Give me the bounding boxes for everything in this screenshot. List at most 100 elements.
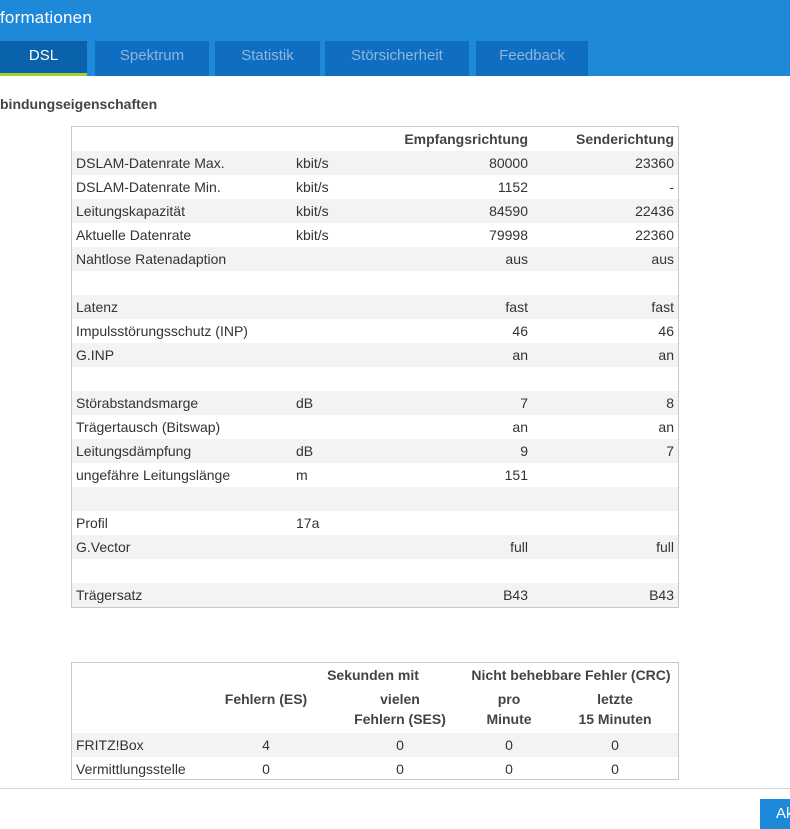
table-row: G.Vector full full xyxy=(72,535,678,559)
section-title: bindungseigenschaften xyxy=(0,96,158,112)
tab-feedback[interactable]: Feedback xyxy=(476,41,588,76)
value-downstream: fast xyxy=(505,299,528,315)
table-row: Trägertausch (Bitswap) an an xyxy=(72,415,678,439)
table-row: Profil 17a xyxy=(72,511,678,535)
header-downstream: Empfangsrichtung xyxy=(404,131,528,147)
line-properties-table: Empfangsrichtung Senderichtung DSLAM-Dat… xyxy=(71,126,679,608)
row-label: ungefähre Leitungslänge xyxy=(76,467,231,483)
table-row xyxy=(72,487,678,511)
row-unit: kbit/s xyxy=(296,179,329,195)
footer-divider xyxy=(0,788,790,789)
header-upstream: Senderichtung xyxy=(575,131,674,147)
row-label: Trägersatz xyxy=(76,587,143,603)
value-upstream: an xyxy=(658,347,674,363)
table-row: Störabstandsmarge dB 7 8 xyxy=(72,391,678,415)
value-upstream: 23360 xyxy=(635,155,674,171)
table-row: Trägersatz B43 B43 xyxy=(72,583,678,607)
header-ses-line2: Fehlern (SES) xyxy=(354,711,446,727)
row-unit: 17a xyxy=(296,515,320,531)
table-row: Latenz fast fast xyxy=(72,295,678,319)
table-row: Vermittlungsstelle 0 0 0 0 xyxy=(72,757,678,781)
value-upstream: full xyxy=(656,539,674,555)
value-upstream: 22360 xyxy=(635,227,674,243)
value-upstream: 22436 xyxy=(635,203,674,219)
value-downstream: an xyxy=(512,419,528,435)
row-label: Nahtlose Ratenadaption xyxy=(76,251,227,267)
row-label: Störabstandsmarge xyxy=(76,395,199,411)
tab-spektrum[interactable]: Spektrum xyxy=(95,41,209,76)
value-upstream: aus xyxy=(651,251,674,267)
value-downstream: 80000 xyxy=(489,155,528,171)
table-row: Aktuelle Datenrate kbit/s 79998 22360 xyxy=(72,223,678,247)
table-row xyxy=(72,271,678,295)
table-row xyxy=(72,367,678,391)
row-unit: dB xyxy=(296,443,314,459)
row-label: G.INP xyxy=(76,347,115,363)
table-header-row-2: Fehlern (SES) Minute 15 Minuten xyxy=(72,707,678,731)
table-header-row: Empfangsrichtung Senderichtung xyxy=(72,127,678,151)
header-per-minute-line2: Minute xyxy=(486,711,532,727)
value-es: 4 xyxy=(262,737,270,753)
row-unit: m xyxy=(296,467,308,483)
tab-dsl[interactable]: DSL xyxy=(0,41,87,76)
header-per-minute-line1: pro xyxy=(497,691,521,707)
tab-statistik[interactable]: Statistik xyxy=(215,41,320,76)
row-label: Trägertausch (Bitswap) xyxy=(76,419,221,435)
value-downstream: B43 xyxy=(503,587,528,603)
table-header-row-1: Fehlern (ES) vielen pro letzte xyxy=(72,687,678,711)
value-upstream: 7 xyxy=(666,443,674,459)
row-label: Latenz xyxy=(76,299,119,315)
header-15min-line2: 15 Minuten xyxy=(578,711,652,727)
table-row: ungefähre Leitungslänge m 151 xyxy=(72,463,678,487)
header-15min-line1: letzte xyxy=(597,691,633,707)
row-label: G.Vector xyxy=(76,539,131,555)
row-label: Aktuelle Datenrate xyxy=(76,227,192,243)
table-row: DSLAM-Datenrate Min. kbit/s 1152 - xyxy=(72,175,678,199)
table-row xyxy=(72,559,678,583)
table-row: Leitungsdämpfung dB 9 7 xyxy=(72,439,678,463)
page-title: formationen xyxy=(0,8,92,27)
value-downstream: 1152 xyxy=(497,179,528,195)
error-counters-table: Sekunden mit Nicht behebbare Fehler (CRC… xyxy=(71,662,679,780)
value-downstream: aus xyxy=(505,251,528,267)
tab-stoersicherheit[interactable]: Störsicherheit xyxy=(325,41,469,76)
value-downstream: 46 xyxy=(512,323,528,339)
app-header: formationen DSL Spektrum Statistik Störs… xyxy=(0,0,790,76)
table-row: Nahtlose Ratenadaption aus aus xyxy=(72,247,678,271)
row-unit: kbit/s xyxy=(296,203,329,219)
value-upstream: 46 xyxy=(658,323,674,339)
value-upstream: 8 xyxy=(666,395,674,411)
row-label: Vermittlungsstelle xyxy=(76,761,186,777)
row-label: DSLAM-Datenrate Min. xyxy=(76,179,221,195)
table-row: Leitungskapazität kbit/s 84590 22436 xyxy=(72,199,678,223)
value-es: 0 xyxy=(262,761,270,777)
row-label: FRITZ!Box xyxy=(76,737,144,753)
value-15min: 0 xyxy=(611,761,619,777)
value-downstream: 9 xyxy=(520,443,528,459)
table-row: DSLAM-Datenrate Max. kbit/s 80000 23360 xyxy=(72,151,678,175)
value-downstream: 84590 xyxy=(489,203,528,219)
row-label: Impulsstörungsschutz (INP) xyxy=(76,323,248,339)
value-upstream: B43 xyxy=(649,587,674,603)
table-row: Impulsstörungsschutz (INP) 46 46 xyxy=(72,319,678,343)
table-group-header-row: Sekunden mit Nicht behebbare Fehler (CRC… xyxy=(72,663,678,687)
row-label: Leitungsdämpfung xyxy=(76,443,192,459)
row-unit: kbit/s xyxy=(296,155,329,171)
apply-button[interactable]: Ak xyxy=(760,799,790,829)
header-crc-errors: Nicht behebbare Fehler (CRC) xyxy=(471,667,671,683)
value-downstream: full xyxy=(510,539,528,555)
value-upstream: fast xyxy=(651,299,674,315)
row-label: DSLAM-Datenrate Max. xyxy=(76,155,225,171)
value-ses: 0 xyxy=(396,761,404,777)
header-ses-line1: vielen xyxy=(380,691,420,707)
table-row: FRITZ!Box 4 0 0 0 xyxy=(72,733,678,757)
row-label: Profil xyxy=(76,515,108,531)
value-downstream: 79998 xyxy=(489,227,528,243)
value-ses: 0 xyxy=(396,737,404,753)
value-per-minute: 0 xyxy=(505,737,513,753)
value-downstream: 151 xyxy=(504,467,528,483)
value-upstream: an xyxy=(658,419,674,435)
value-downstream: 7 xyxy=(520,395,528,411)
header-seconds-with: Sekunden mit xyxy=(327,667,419,683)
header-es: Fehlern (ES) xyxy=(224,691,308,707)
